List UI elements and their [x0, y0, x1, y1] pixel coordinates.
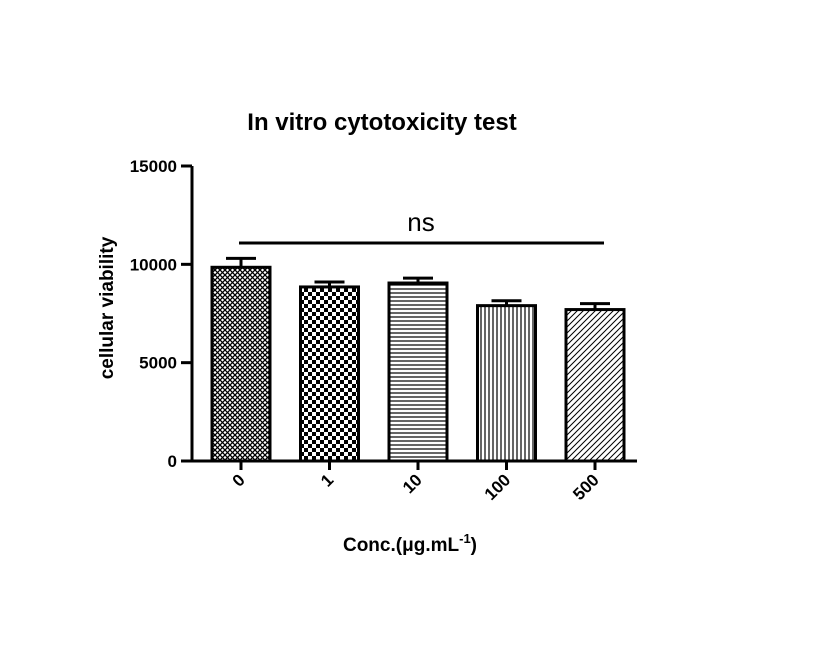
significance-label: ns [407, 207, 434, 237]
x-axis-label-main: Conc.(μg.mL [343, 535, 460, 556]
bar-100 [476, 304, 537, 463]
y-tick-label: 0 [168, 452, 177, 471]
x-tick-label: 100 [481, 470, 514, 503]
y-tick-label: 10000 [130, 255, 177, 274]
x-tick-label: 1 [317, 470, 337, 490]
x-tick-label: 10 [399, 470, 426, 497]
x-tick-label: 0 [229, 470, 249, 490]
error-bars [226, 256, 610, 310]
y-tick-label: 5000 [139, 354, 177, 373]
bars [210, 265, 626, 463]
bar-0 [210, 265, 272, 463]
bar-500 [564, 308, 626, 463]
x-axis-label-close: ) [471, 535, 477, 556]
x-axis-label: Conc.(μg.mL-1) [343, 531, 477, 556]
y-tick-label: 15000 [130, 157, 177, 176]
y-axis-label: cellular viability [97, 236, 118, 379]
x-tick-label: 500 [569, 470, 602, 503]
bar-10 [387, 281, 449, 463]
bar-1 [299, 285, 360, 463]
y-axis-ticks: 0 5000 10000 15000 [130, 157, 192, 471]
significance-annotation: ns [239, 207, 604, 245]
chart-title: In vitro cytotoxicity test [247, 109, 516, 136]
x-axis-label-superscript: -1 [459, 531, 471, 546]
x-axis-ticks: 0 1 10 100 500 [229, 461, 603, 504]
